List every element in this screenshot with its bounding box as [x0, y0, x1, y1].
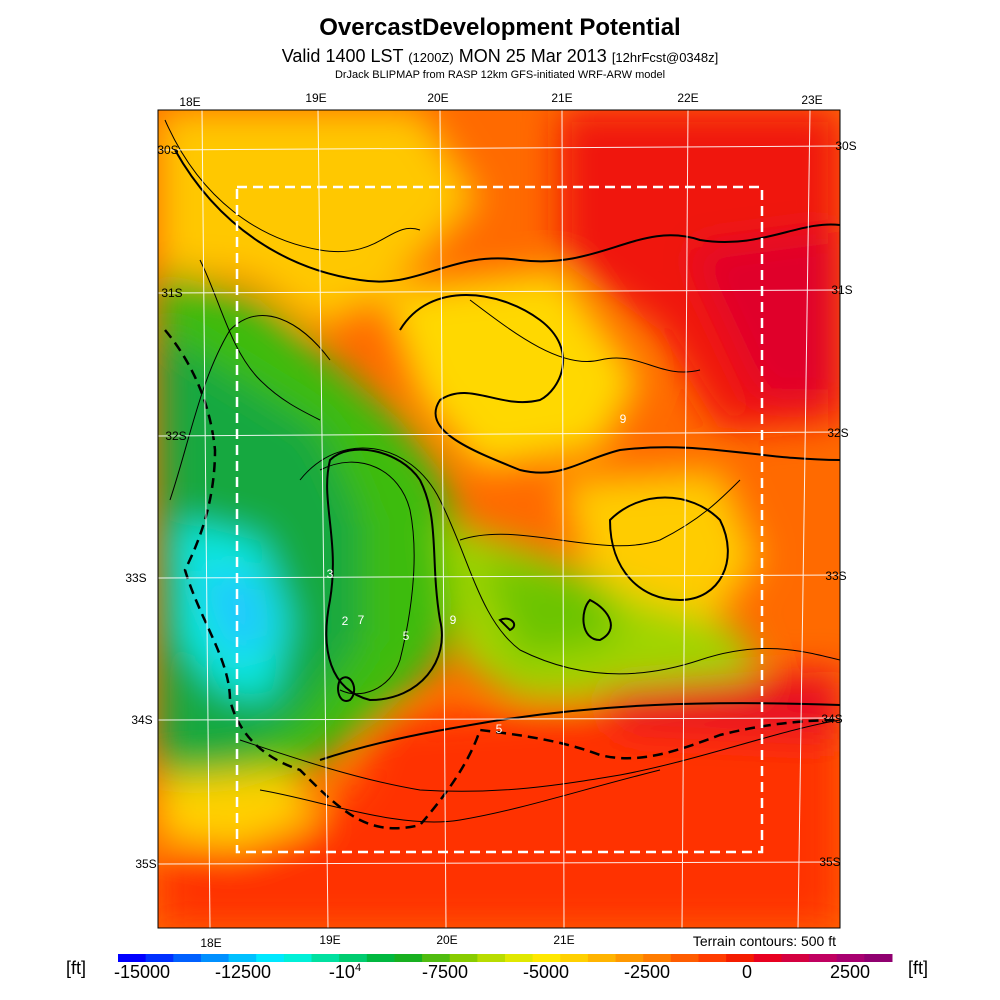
legend-tick: 2500	[829, 962, 871, 982]
model-description: DrJack BLIPMAP from RASP 12km GFS-initia…	[334, 69, 666, 81]
legend-unit-right: [ft]	[908, 958, 929, 978]
right-lat-label: 32S	[827, 426, 848, 440]
contour-value-labels: 3 2 7 5 9 5 9	[327, 412, 627, 736]
valid-prefix: Valid 1400 LST	[281, 46, 404, 66]
legend-unit-left: [ft]	[66, 958, 87, 978]
color-scale-swatch	[339, 954, 368, 962]
color-scale-swatch	[836, 954, 865, 962]
contour-value-label: 9	[450, 613, 457, 627]
contour-value-label: 2	[342, 614, 349, 628]
color-field	[158, 110, 840, 928]
color-scale-swatch	[864, 954, 893, 962]
legend-tick: -15000	[113, 962, 171, 982]
right-lat-label: 30S	[835, 139, 856, 153]
color-scale-swatch	[615, 954, 644, 962]
terrain-contours	[164, 119, 840, 823]
contour-value-label: 3	[327, 567, 334, 581]
color-scale-swatch	[311, 954, 340, 962]
valid-date: MON 25 Mar 2013	[458, 46, 607, 66]
terrain-contour-note: Terrain contours: 500 ft	[692, 933, 836, 949]
color-scale-swatch	[809, 954, 838, 962]
color-scale-swatch	[726, 954, 755, 962]
coastline	[164, 329, 840, 830]
legend-tick: -12500	[214, 962, 272, 982]
bottom-lon-label: 19E	[319, 933, 340, 947]
color-scale-swatch	[505, 954, 534, 962]
color-scale-swatch	[283, 954, 312, 962]
legend-tick-exp: -104	[328, 962, 362, 982]
valid-zulu: (1200Z)	[408, 50, 454, 65]
left-lat-label: 33S	[125, 571, 146, 585]
color-scale-swatch	[532, 954, 561, 962]
contour-value-label: 5	[496, 722, 503, 736]
top-lon-label: 22E	[677, 91, 698, 105]
left-lat-label: 32S	[165, 429, 186, 443]
color-scale-swatch	[643, 954, 672, 962]
color-scale-bar	[118, 954, 893, 962]
left-lat-label: 35S	[135, 857, 156, 871]
valid-time-line: Valid 1400 LST (1200Z) MON 25 Mar 2013 […	[0, 46, 1000, 67]
color-scale-swatch	[560, 954, 589, 962]
bottom-lon-label: 20E	[436, 933, 457, 947]
color-scale-swatch	[670, 954, 699, 962]
color-scale-swatch	[422, 954, 451, 962]
right-lat-labels: 30S 31S 32S 33S 34S 35S	[819, 139, 856, 869]
bottom-lon-label: 18E	[200, 936, 221, 950]
color-scale-swatch	[118, 954, 147, 962]
color-scale-swatch	[394, 954, 423, 962]
legend-tick: -5000	[522, 962, 570, 982]
forecast-label: [12hrFcst@0348z]	[611, 50, 719, 65]
top-lon-label: 19E	[305, 91, 326, 105]
color-scale-swatch	[781, 954, 810, 962]
color-scale-swatch	[200, 954, 230, 962]
legend-tick: 0	[741, 962, 753, 982]
color-scale-swatch	[477, 954, 506, 962]
legend-tick: -7500	[421, 962, 469, 982]
left-lat-labels: 30S 31S 32S 33S 34S 35S	[125, 143, 186, 871]
color-scale-swatch	[145, 954, 174, 962]
color-scale-swatch	[753, 954, 782, 962]
legend-tick: -2500	[623, 962, 671, 982]
left-lat-label: 30S	[157, 143, 178, 157]
contour-value-label: 5	[403, 629, 410, 643]
plot-border	[157, 109, 841, 929]
left-lat-label: 31S	[161, 286, 182, 300]
right-lat-label: 33S	[825, 569, 846, 583]
top-lon-labels: 18E 19E 20E 21E 22E 23E	[179, 91, 822, 109]
right-lat-label: 34S	[821, 712, 842, 726]
left-lat-label: 34S	[131, 713, 152, 727]
inner-domain-box	[235, 185, 764, 854]
color-scale-swatch	[366, 954, 395, 962]
color-scale-swatch	[173, 954, 202, 962]
bottom-lon-label: 21E	[553, 933, 574, 947]
color-scale-swatch	[228, 954, 257, 962]
contour-value-label: 7	[358, 613, 365, 627]
lat-lon-grid	[158, 110, 840, 928]
top-lon-label: 18E	[179, 95, 200, 109]
contour-value-label: 9	[620, 412, 627, 426]
color-scale-swatch	[698, 954, 727, 962]
top-lon-label: 21E	[551, 91, 572, 105]
color-scale-swatch	[449, 954, 478, 962]
right-lat-label: 31S	[831, 283, 852, 297]
color-scale-swatch	[256, 954, 285, 962]
top-lon-label: 20E	[427, 91, 448, 105]
top-lon-label: 23E	[801, 93, 822, 107]
bottom-lon-labels: 18E 19E 20E 21E	[200, 933, 574, 950]
map-title: OvercastDevelopment Potential	[319, 14, 681, 41]
right-lat-label: 35S	[819, 855, 840, 869]
color-scale-swatch	[587, 954, 617, 962]
